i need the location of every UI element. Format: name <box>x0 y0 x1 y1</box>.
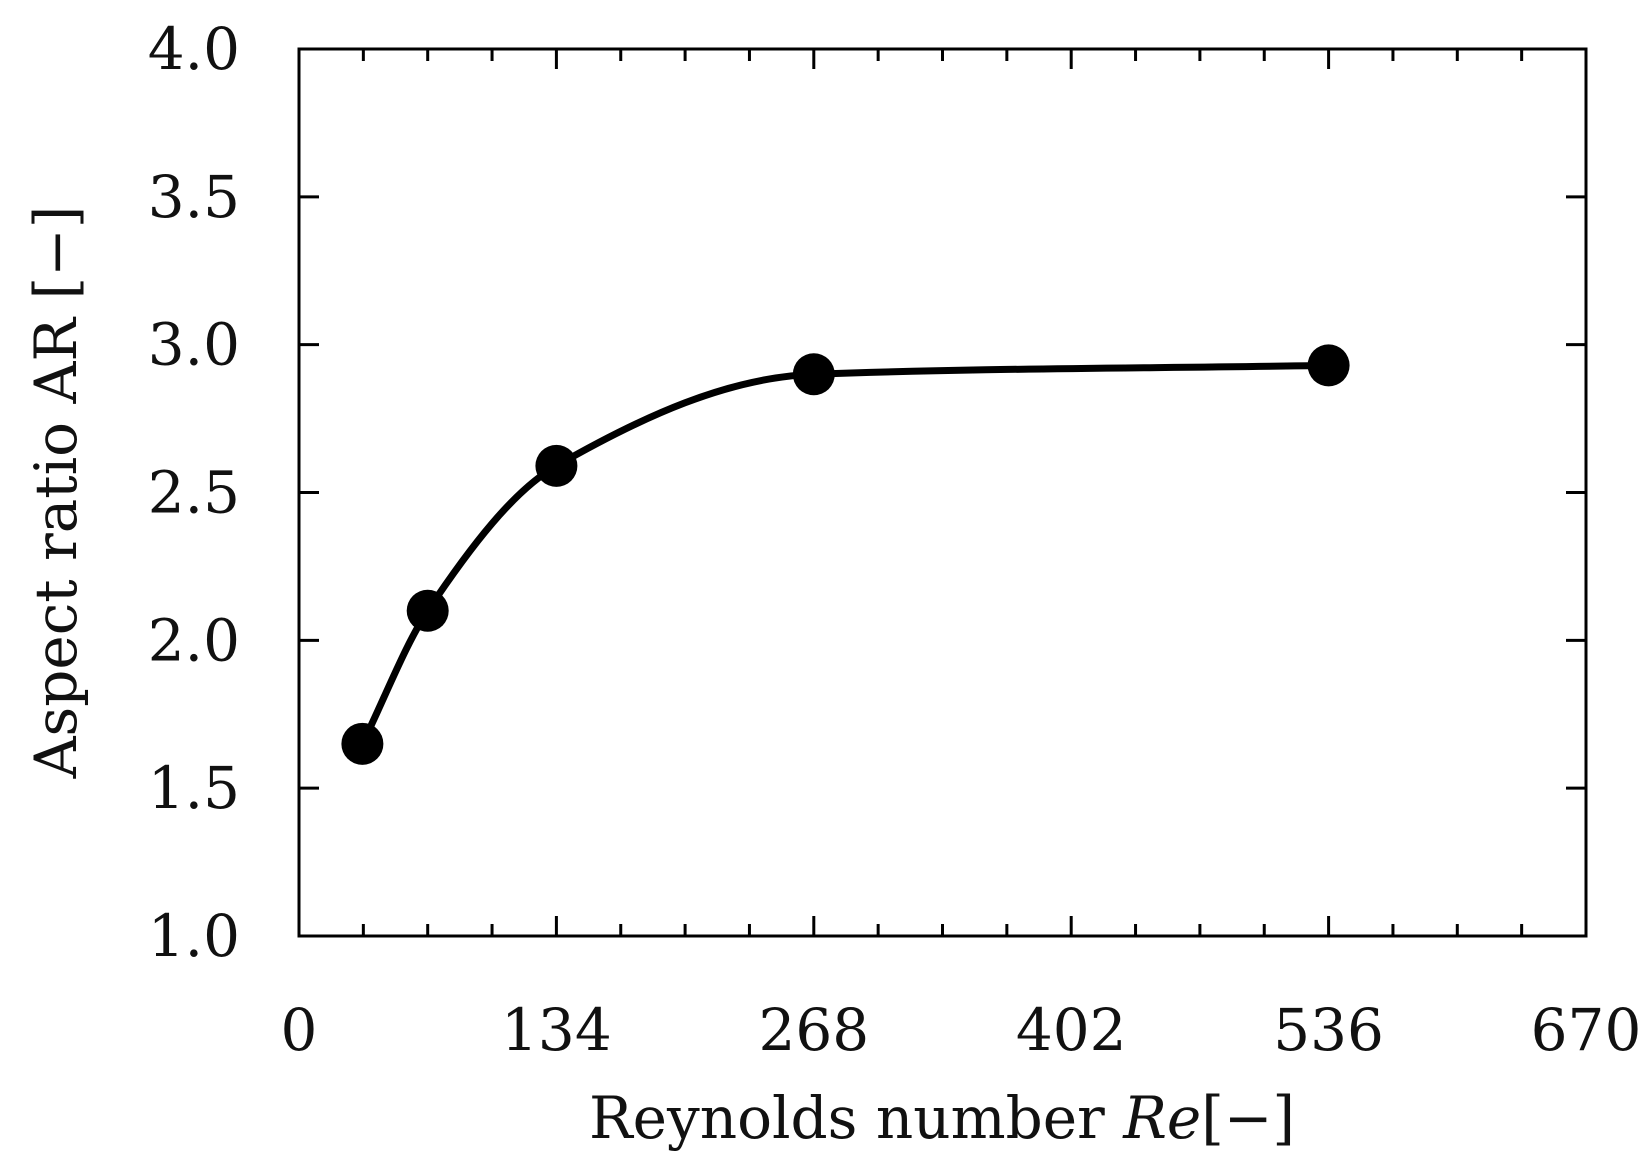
axis-tick-labels: 0 134 268 402 536 670 1.0 1.5 2.0 2.5 3.0 3.5 4.0 <box>148 15 1642 1064</box>
data-point <box>792 353 835 396</box>
y-tick-label: 1.0 <box>148 902 240 970</box>
x-tick-label: 268 <box>758 996 869 1064</box>
y-tick-label: 3.0 <box>148 311 240 379</box>
data-point <box>406 589 449 632</box>
y-tick-label: 2.5 <box>148 459 240 527</box>
y-tick-label: 1.5 <box>148 754 240 822</box>
y-tick-label: 4.0 <box>148 15 240 83</box>
data-point <box>341 722 384 765</box>
x-tick-label: 670 <box>1531 996 1642 1064</box>
x-axis-title-prefix: Reynolds number <box>589 1084 1123 1152</box>
y-tick-label: 2.0 <box>148 606 240 674</box>
data-point <box>1307 344 1350 387</box>
x-tick-label: 536 <box>1273 996 1384 1064</box>
y-tick-label: 3.5 <box>148 163 240 231</box>
y-axis-title: Aspect ratio AR [−] <box>22 206 90 780</box>
x-tick-label: 0 <box>281 996 318 1064</box>
axis-ticks <box>297 47 1588 938</box>
x-axis-title: Reynolds number Re[−] <box>589 1084 1295 1152</box>
x-axis-title-suffix: [−] <box>1201 1084 1295 1152</box>
x-tick-label: 402 <box>1016 996 1127 1064</box>
data-point <box>535 444 578 487</box>
x-axis-title-symbol: Re <box>1122 1084 1201 1152</box>
x-tick-label: 134 <box>501 996 612 1064</box>
data-points <box>341 344 1350 765</box>
